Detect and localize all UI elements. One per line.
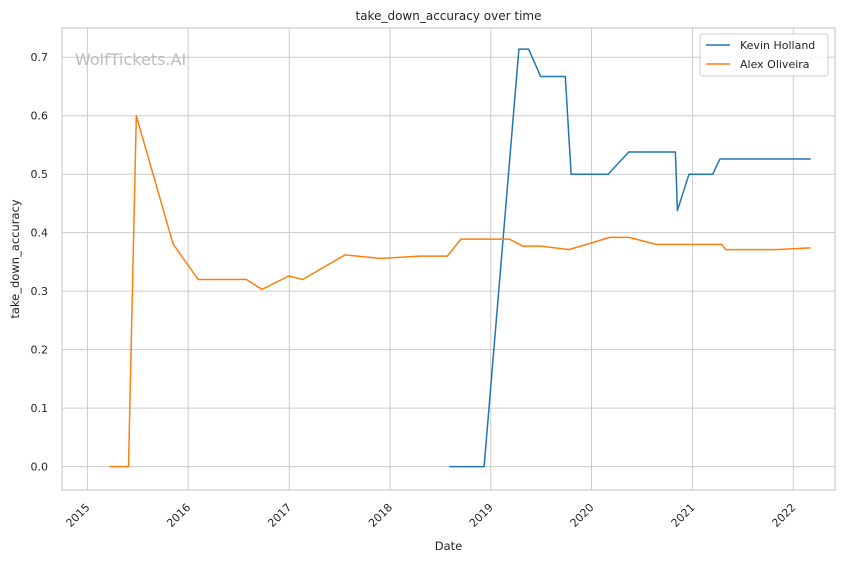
y-tick-label: 0.5	[31, 168, 49, 181]
y-tick-label: 0.2	[31, 344, 49, 357]
legend: Kevin Holland Alex Oliveira	[699, 33, 829, 77]
y-tick-label: 0.3	[31, 285, 49, 298]
y-tick-label: 0.1	[31, 402, 49, 415]
x-axis-label: Date	[435, 539, 463, 553]
y-tick-label: 0.4	[31, 227, 49, 240]
series-line-1	[449, 48, 811, 468]
legend-box	[699, 33, 829, 77]
watermark-text: WolfTickets.AI	[75, 50, 186, 69]
series-lines	[109, 48, 811, 468]
y-tick-label: 0.7	[31, 51, 49, 64]
y-tick-label: 0.6	[31, 110, 49, 123]
plot-frame	[61, 27, 836, 491]
legend-label: Alex Oliveira	[740, 58, 810, 71]
legend-label: Kevin Holland	[740, 39, 815, 52]
y-axis-ticks: 0.0 0.1 0.2 0.3 0.4 0.5 0.6 0.7	[31, 51, 49, 473]
y-tick-label: 0.0	[31, 461, 49, 474]
series-line-2	[109, 114, 811, 468]
chart-title: take_down_accuracy over time	[356, 9, 542, 23]
y-axis-label: take_down_accuracy	[8, 199, 22, 318]
